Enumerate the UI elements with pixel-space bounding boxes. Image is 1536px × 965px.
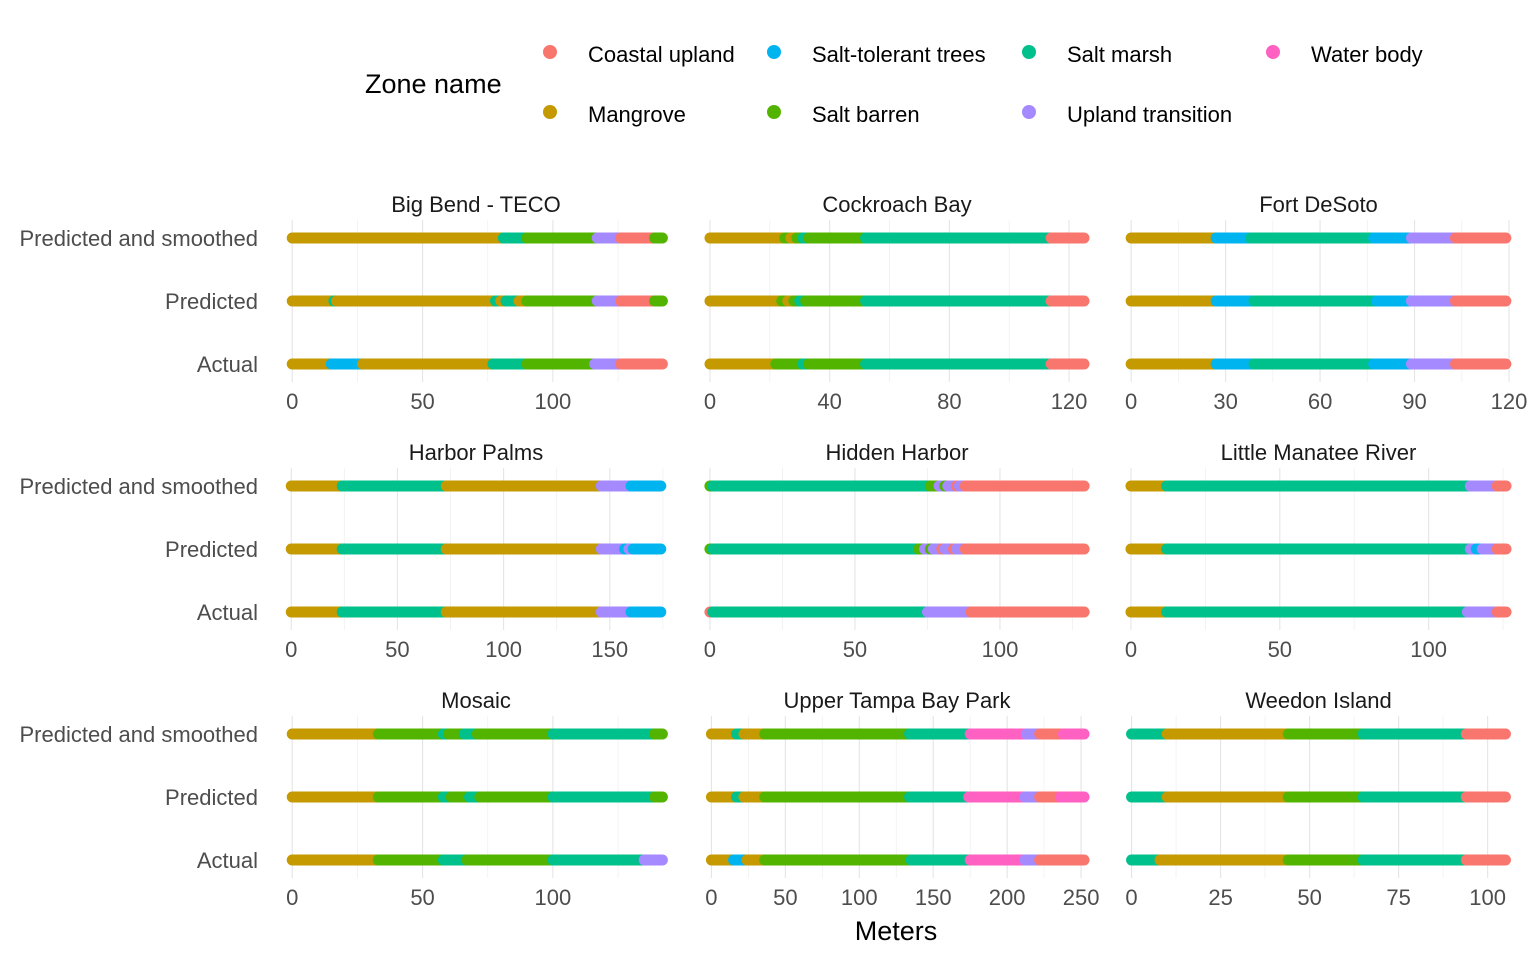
legend-key-salt-barren xyxy=(767,105,781,119)
panel-mosaic: Mosaic Predicted and smoothed Predicted Act… xyxy=(20,688,668,910)
x-tick-label: 0 xyxy=(705,885,717,910)
x-tick-label: 50 xyxy=(410,389,434,414)
x-tick-label: 60 xyxy=(1308,389,1332,414)
row-label-predicted-and-smoothed: Predicted and smoothed xyxy=(20,226,259,251)
row-label-actual: Actual xyxy=(197,352,258,377)
legend-key-salt-tolerant-trees xyxy=(767,45,781,59)
x-tick-label: 0 xyxy=(286,885,298,910)
legend-key-coastal-upland xyxy=(543,45,557,59)
legend-label-water-body: Water body xyxy=(1311,42,1423,67)
panel-title: Fort DeSoto xyxy=(1259,192,1378,217)
legend-item-upland-transition: Upland transition xyxy=(1022,102,1232,127)
x-tick-label: 30 xyxy=(1213,389,1237,414)
x-tick-label: 50 xyxy=(1297,885,1321,910)
panel-little-manatee-river: Little Manatee River 0 50 100 xyxy=(1125,440,1512,662)
panel-title: Little Manatee River xyxy=(1221,440,1417,465)
x-tick-label: 50 xyxy=(1268,637,1292,662)
panel-title: Weedon Island xyxy=(1245,688,1391,713)
legend-label-salt-marsh: Salt marsh xyxy=(1067,42,1172,67)
x-tick-label: 90 xyxy=(1402,389,1426,414)
row-label-actual: Actual xyxy=(197,600,258,625)
x-tick-label: 80 xyxy=(937,389,961,414)
x-tick-label: 150 xyxy=(591,637,628,662)
x-tick-label: 0 xyxy=(286,389,298,414)
x-tick-label: 75 xyxy=(1386,885,1410,910)
x-tick-label: 100 xyxy=(535,389,572,414)
legend-title: Zone name xyxy=(365,69,502,99)
x-tick-label: 40 xyxy=(817,389,841,414)
x-tick-label: 0 xyxy=(1125,885,1137,910)
legend-item-salt-marsh: Salt marsh xyxy=(1022,42,1172,67)
x-tick-label: 50 xyxy=(843,637,867,662)
legend-label-upland-transition: Upland transition xyxy=(1067,102,1232,127)
x-tick-label: 25 xyxy=(1208,885,1232,910)
legend-key-salt-marsh xyxy=(1022,45,1036,59)
x-tick-label: 150 xyxy=(915,885,952,910)
panel-harbor-palms: Harbor Palms Predicted and smoothed Predic… xyxy=(20,440,667,662)
legend-item-salt-barren: Salt barren xyxy=(767,102,920,127)
legend-item-coastal-upland: Coastal upland xyxy=(543,42,735,67)
legend-item-mangrove: Mangrove xyxy=(543,102,686,127)
row-label-actual: Actual xyxy=(197,848,258,873)
x-tick-label: 100 xyxy=(535,885,572,910)
x-tick-label: 120 xyxy=(1491,389,1528,414)
panel-title: Mosaic xyxy=(441,688,511,713)
panel-title: Hidden Harbor xyxy=(825,440,968,465)
x-tick-label: 50 xyxy=(773,885,797,910)
x-tick-label: 100 xyxy=(1410,637,1447,662)
x-tick-label: 0 xyxy=(704,389,716,414)
legend: Zone name Coastal upland Salt-tolerant tr… xyxy=(365,42,1423,127)
legend-label-salt-barren: Salt barren xyxy=(812,102,920,127)
legend-item-water-body: Water body xyxy=(1266,42,1423,67)
x-tick-label: 0 xyxy=(285,637,297,662)
x-tick-label: 0 xyxy=(1125,637,1137,662)
row-label-predicted: Predicted xyxy=(165,537,258,562)
x-tick-label: 200 xyxy=(989,885,1026,910)
x-tick-label: 100 xyxy=(485,637,522,662)
panel-upper-tampa-bay-park: Upper Tampa Bay Park 0 50 100 150 200 250 xyxy=(705,688,1099,910)
panel-hidden-harbor: Hidden Harbor 0 50 100 xyxy=(704,440,1090,662)
legend-item-salt-tolerant-trees: Salt-tolerant trees xyxy=(767,42,986,67)
x-tick-label: 100 xyxy=(841,885,878,910)
x-tick-label: 120 xyxy=(1051,389,1088,414)
facet-panels: Big Bend - TECO Predicted and smoothed Pre… xyxy=(20,192,1528,910)
panel-title: Big Bend - TECO xyxy=(391,192,561,217)
x-tick-label: 0 xyxy=(1125,389,1137,414)
x-tick-label: 0 xyxy=(704,637,716,662)
panel-weedon-island: Weedon Island 0 25 50 75 100 xyxy=(1125,688,1511,910)
x-tick-label: 50 xyxy=(410,885,434,910)
row-label-predicted-and-smoothed: Predicted and smoothed xyxy=(20,474,259,499)
x-tick-label: 250 xyxy=(1063,885,1100,910)
x-tick-label: 100 xyxy=(982,637,1019,662)
panel-title: Harbor Palms xyxy=(409,440,543,465)
x-axis-label: Meters xyxy=(855,916,938,946)
panel-fort-desoto: Fort DeSoto 0 30 60 90 120 xyxy=(1125,192,1527,414)
legend-key-upland-transition xyxy=(1022,105,1036,119)
x-tick-label: 100 xyxy=(1469,885,1506,910)
panel-cockroach-bay: Cockroach Bay 0 40 80 120 xyxy=(704,192,1090,414)
legend-label-salt-tolerant-trees: Salt-tolerant trees xyxy=(812,42,986,67)
x-tick-label: 50 xyxy=(385,637,409,662)
row-label-predicted-and-smoothed: Predicted and smoothed xyxy=(20,722,259,747)
legend-key-mangrove xyxy=(543,105,557,119)
row-label-predicted: Predicted xyxy=(165,785,258,810)
panel-big-bend-teco: Big Bend - TECO Predicted and smoothed Pre… xyxy=(20,192,668,414)
legend-key-water-body xyxy=(1266,45,1280,59)
panel-title: Cockroach Bay xyxy=(822,192,971,217)
legend-label-mangrove: Mangrove xyxy=(588,102,686,127)
legend-label-coastal-upland: Coastal upland xyxy=(588,42,735,67)
panel-title: Upper Tampa Bay Park xyxy=(783,688,1011,713)
row-label-predicted: Predicted xyxy=(165,289,258,314)
